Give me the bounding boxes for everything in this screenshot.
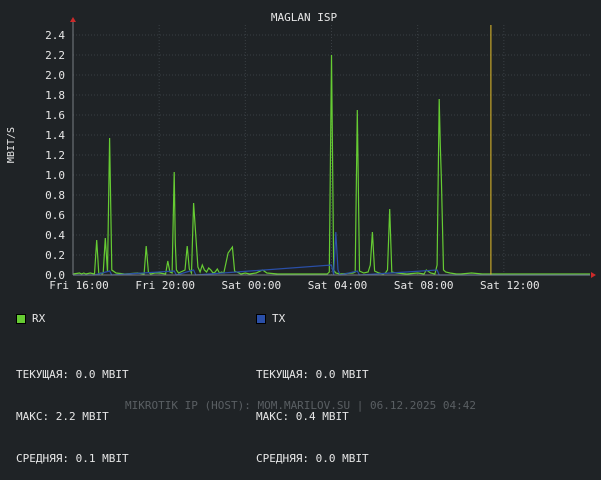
tx-label: TX [272, 312, 286, 325]
y-tick-label: 1.4 [45, 129, 65, 142]
x-tick-label: Fri 16:00 [49, 279, 109, 292]
chart-axes [70, 17, 596, 278]
y-tick-label: 2.4 [45, 29, 65, 42]
y-tick-label: 1.2 [45, 149, 65, 162]
chart-series [72, 25, 590, 276]
tx-current: ТЕКУЩАЯ: 0.0 MBIT [256, 368, 369, 381]
x-tick-labels: Fri 16:00 Fri 20:00 Sat 00:00 Sat 04:00 Sat … [49, 279, 539, 292]
x-tick-label: Sat 00:00 [222, 279, 282, 292]
rx-swatch [16, 313, 26, 324]
x-axis-arrow [591, 272, 596, 278]
legend-item-rx: RX [16, 312, 45, 325]
tx-swatch [256, 313, 266, 324]
y-axis-label: MBIT/S [6, 127, 17, 163]
y-axis-arrow [70, 17, 76, 22]
y-tick-label: 0.4 [45, 229, 65, 242]
x-tick-label: Sat 08:00 [394, 279, 454, 292]
rx-current: ТЕКУЩАЯ: 0.0 MBIT [16, 368, 129, 381]
x-tick-label: Fri 20:00 [135, 279, 195, 292]
y-tick-label: 1.6 [45, 109, 65, 122]
y-tick-label: 0.8 [45, 189, 65, 202]
y-tick-label: 0.0 [45, 269, 65, 282]
tx-max: МАКС: 0.4 MBIT [256, 410, 349, 423]
y-tick-label: 1.0 [45, 169, 65, 182]
rx-max: МАКС: 2.2 MBIT [16, 410, 109, 423]
series-line-tx [73, 231, 590, 276]
y-tick-label: 0.6 [45, 209, 65, 222]
y-tick-label: 0.2 [45, 249, 65, 262]
y-tick-label: 2.2 [45, 49, 65, 62]
y-tick-label: 2.0 [45, 69, 65, 82]
traffic-chart: 0.00.20.40.60.81.01.21.41.61.82.02.22.4 … [6, 11, 596, 292]
rx-label: RX [32, 312, 46, 325]
x-tick-label: Sat 04:00 [308, 279, 368, 292]
rx-avg: СРЕДНЯЯ: 0.1 MBIT [16, 452, 129, 465]
y-tick-label: 1.8 [45, 89, 65, 102]
tx-avg: СРЕДНЯЯ: 0.0 MBIT [256, 452, 369, 465]
legend-item-tx: TX [256, 312, 285, 325]
footer-info: MIKROTIK IP (HOST): MOM.MARILOV.SU | 06.… [125, 399, 476, 412]
x-tick-label: Sat 12:00 [480, 279, 540, 292]
chart-title: MAGLAN ISP [271, 11, 338, 24]
y-tick-labels: 0.0 0.2 0.4 0.6 0.8 1.0 1.2 1.4 1.6 1.8 2.0 2.2 2.4 [45, 29, 65, 282]
